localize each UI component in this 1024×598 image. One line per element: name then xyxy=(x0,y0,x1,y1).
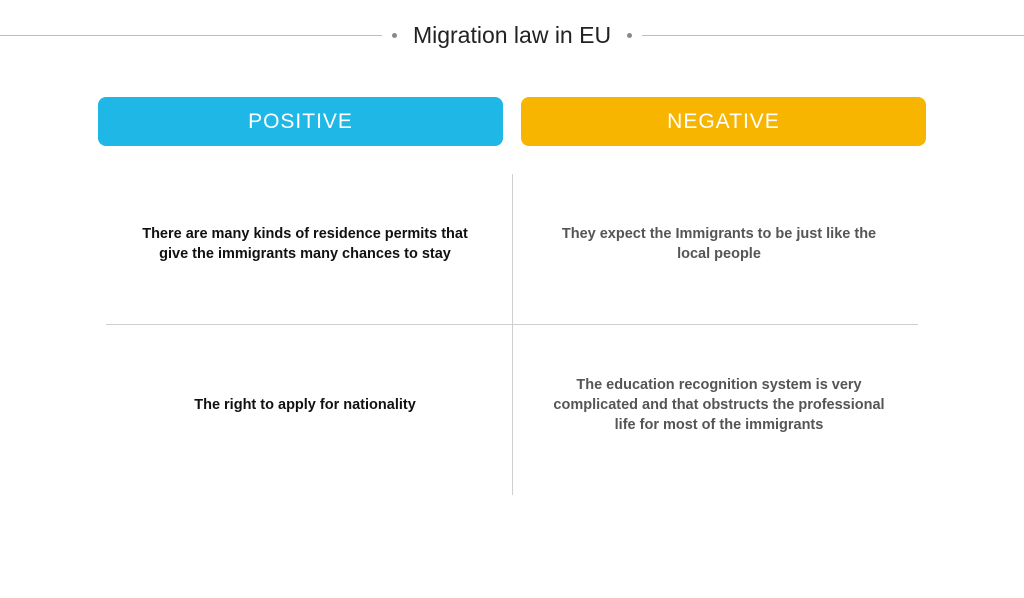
grid: There are many kinds of residence permit… xyxy=(98,164,926,485)
negative-text: The education recognition system is very… xyxy=(549,375,889,436)
positive-cell: There are many kinds of residence permit… xyxy=(98,164,512,324)
negative-header: NEGATIVE xyxy=(521,97,926,146)
positive-text: The right to apply for nationality xyxy=(194,395,416,415)
positive-cell: The right to apply for nationality xyxy=(98,325,512,485)
column-headers: POSITIVE NEGATIVE xyxy=(98,97,926,146)
title-dot-right xyxy=(627,33,632,38)
title-line-right xyxy=(642,35,1024,36)
title-line-left xyxy=(0,35,382,36)
positive-header: POSITIVE xyxy=(98,97,503,146)
negative-text: They expect the Immigrants to be just li… xyxy=(549,224,889,265)
title-dot-left xyxy=(392,33,397,38)
negative-cell: They expect the Immigrants to be just li… xyxy=(512,164,926,324)
negative-cell: The education recognition system is very… xyxy=(512,325,926,485)
vertical-divider xyxy=(512,174,513,495)
page-title: Migration law in EU xyxy=(407,22,617,49)
comparison-table: POSITIVE NEGATIVE There are many kinds o… xyxy=(98,97,926,485)
positive-text: There are many kinds of residence permit… xyxy=(135,224,475,265)
title-row: Migration law in EU xyxy=(0,22,1024,49)
